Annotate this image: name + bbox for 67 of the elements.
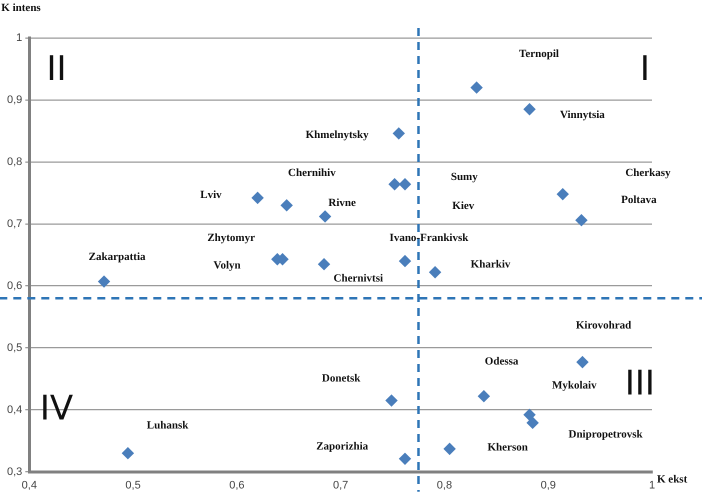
point xyxy=(576,356,588,368)
point xyxy=(98,276,110,288)
y-tick-label: 0,7 xyxy=(6,218,22,230)
point xyxy=(524,408,536,421)
x-tick-label: 0,7 xyxy=(332,479,348,492)
y-tick-label: 1 xyxy=(16,32,22,44)
point xyxy=(470,82,483,94)
annotation: Cherkasy xyxy=(625,167,672,180)
x-tick-label: 0,4 xyxy=(22,479,37,492)
annotation: Dnipropetrovsk xyxy=(568,428,644,441)
annotation: Zakarpattia xyxy=(88,251,146,264)
annotation: Kherson xyxy=(488,442,528,454)
point xyxy=(526,416,539,429)
annotation: III xyxy=(624,363,655,404)
annotation: Volyn xyxy=(214,259,241,272)
annotation: Mykolaiv xyxy=(552,379,598,392)
point xyxy=(444,442,456,455)
x-tick-label: 0,5 xyxy=(125,479,141,492)
annotation: Donetsk xyxy=(322,372,362,384)
point xyxy=(556,188,569,200)
point xyxy=(398,255,411,268)
y-tick-label: 0,6 xyxy=(6,280,22,292)
annotation: Lviv xyxy=(200,189,222,202)
annotation: Chernivtsi xyxy=(334,272,384,284)
point xyxy=(478,390,490,402)
annotation: Kiev xyxy=(452,200,475,212)
annotation: Kharkiv xyxy=(470,258,511,270)
annotation: Chernihiv xyxy=(288,167,336,180)
y-tick-label: 0,9 xyxy=(6,94,22,106)
annotation: Luhansk xyxy=(146,420,190,432)
annotation: Rivne xyxy=(328,197,356,210)
annotation: Odessa xyxy=(484,355,519,368)
point xyxy=(429,266,442,278)
point xyxy=(319,210,332,222)
point xyxy=(388,178,401,190)
y-tick-label: 0,4 xyxy=(6,404,22,416)
y-tick-label: 0,8 xyxy=(6,156,22,168)
annotation: Ivano-Frankivsk xyxy=(390,232,470,244)
annotation: Vinnytsia xyxy=(560,108,606,121)
x-tick-label: 0,9 xyxy=(540,479,556,492)
point xyxy=(386,394,398,407)
point xyxy=(398,452,411,465)
point xyxy=(575,214,588,226)
point xyxy=(252,192,264,204)
point xyxy=(122,447,134,460)
annotation: I xyxy=(640,48,650,89)
y-axis-title: K intens xyxy=(1,2,42,14)
x-axis-title: K ekst xyxy=(657,474,688,486)
annotation: Ternopil xyxy=(518,48,559,60)
annotation: Kirovohrad xyxy=(576,319,632,332)
annotation: Zaporizhia xyxy=(316,440,369,453)
y-tick-label: 0,5 xyxy=(6,342,22,354)
annotation: Khmelnytsky xyxy=(306,129,370,142)
point xyxy=(398,178,411,190)
annotation: Sumy xyxy=(450,171,478,184)
x-tick-label: 0,8 xyxy=(436,479,452,492)
annotation: Zhytomyr xyxy=(207,232,256,244)
x-tick-label: 0,6 xyxy=(229,479,245,492)
annotation: IV xyxy=(40,388,74,429)
annotation: II xyxy=(46,48,67,89)
point xyxy=(318,258,330,270)
point xyxy=(392,127,405,140)
annotation: Poltava xyxy=(621,194,658,206)
point xyxy=(280,199,293,212)
point xyxy=(524,103,536,116)
x-tick-label: 1 xyxy=(648,479,656,492)
y-tick-label: 0,3 xyxy=(6,466,22,478)
